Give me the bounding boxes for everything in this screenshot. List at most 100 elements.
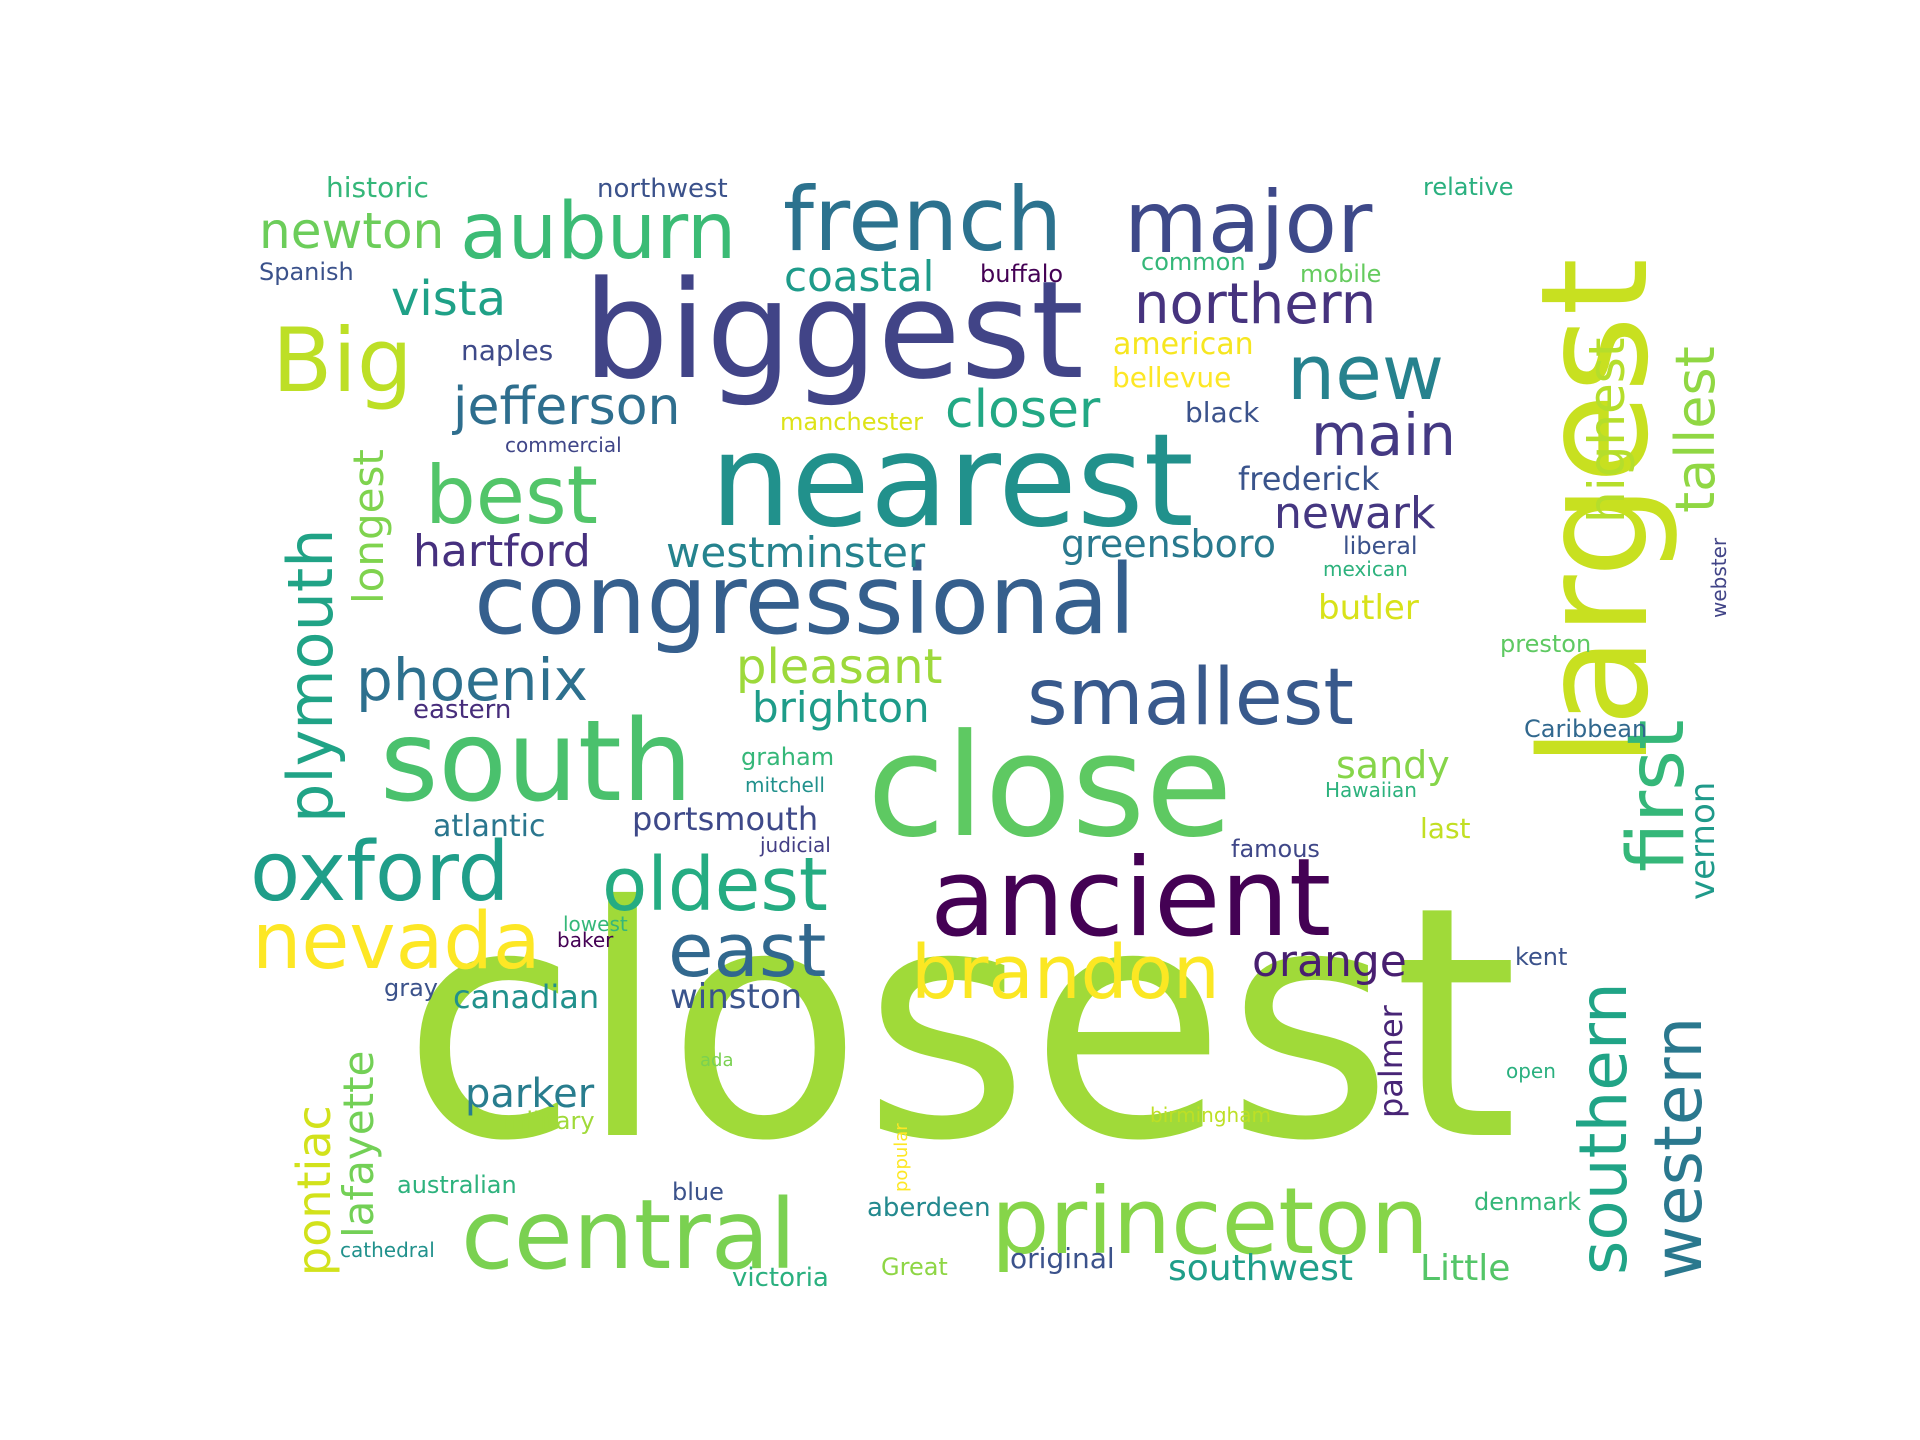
word-portsmouth: portsmouth [632,800,818,838]
word-new: new [1287,328,1444,417]
word-east: east [668,908,826,994]
word-military: military [503,1107,595,1135]
word-liberal: liberal [1343,532,1418,560]
word-vista: vista [391,271,506,327]
word-naples: naples [461,334,553,367]
word-famous: famous [1231,835,1320,863]
word-open: open [1506,1059,1556,1083]
word-plymouth: plymouth [274,529,347,824]
word-commercial: commercial [505,433,622,457]
word-pleasant: pleasant [736,639,942,695]
word-denmark: denmark [1474,1188,1581,1216]
word-congressional: congressional [474,544,1136,656]
word-southwest: southwest [1168,1248,1353,1289]
word-coastal: coastal [784,252,934,301]
word-lowest: lowest [563,912,628,936]
word-preston: preston [1500,630,1591,658]
word-original: original [1010,1242,1115,1275]
word-cathedral: cathedral [340,1238,435,1262]
word-newark: newark [1274,488,1436,539]
word-buffalo: buffalo [980,260,1063,288]
word-parker: parker [465,1071,595,1117]
word-last: last [1420,812,1471,845]
word-american: american [1113,327,1254,362]
word-palmer: palmer [1372,1004,1410,1118]
word-auburn: auburn [460,187,736,277]
word-butler: butler [1318,588,1419,628]
word-graham: graham [741,743,834,771]
word-kent: kent [1515,943,1567,971]
word-atlantic: atlantic [433,809,545,844]
word-mitchell: mitchell [745,773,825,797]
word-ada: ada [700,1050,734,1071]
word-hartford: hartford [413,526,591,577]
word-caribbean: Caribbean [1524,715,1647,743]
word-princeton: princeton [991,1168,1429,1275]
word-australian: australian [397,1171,517,1199]
word-northwest: northwest [597,174,728,204]
word-black: black [1185,396,1260,429]
word-highest: highest [1578,338,1636,523]
word-vernon: vernon [1683,782,1723,900]
word-winston: winston [670,977,802,1017]
word-ancient: ancient [930,836,1331,961]
word-victoria: victoria [732,1263,829,1293]
word-main: main [1311,401,1456,469]
word-tallest: tallest [1664,346,1727,513]
word-oxford: oxford [250,825,510,920]
word-bellevue: bellevue [1112,361,1231,394]
word-relative: relative [1423,173,1514,201]
word-major: major [1124,173,1373,273]
word-closer: closer [945,380,1101,440]
word-judicial: judicial [759,833,831,857]
word-birmingham: birmingham [1150,1103,1271,1127]
word-longest: longest [344,449,393,604]
word-manchester: manchester [780,408,923,436]
word-oldest: oldest [602,842,828,928]
word-brandon: brandon [911,930,1220,1016]
word-mobile: mobile [1300,260,1381,288]
word-closest: closest [402,839,1518,1211]
word-jefferson: jefferson [452,377,681,437]
word-southern: southern [1565,982,1642,1275]
word-lafayette: lafayette [334,1051,383,1238]
word-big: Big [272,309,413,412]
word-orange: orange [1252,936,1407,987]
word-pontiac: pontiac [287,1105,341,1276]
word-baker: baker [557,928,614,952]
word-northern: northern [1134,272,1376,337]
word-phoenix: phoenix [356,646,588,714]
word-brighton: brighton [752,683,930,732]
word-newton: newton [259,202,444,260]
word-westminster: westminster [666,528,926,577]
word-webster: webster [1707,537,1731,618]
word-little: Little [1420,1248,1510,1289]
word-western: western [1640,1017,1717,1280]
word-great: Great [881,1253,948,1281]
word-spanish: Spanish [259,258,354,286]
word-best: best [425,449,598,542]
word-largest: largest [1509,258,1681,768]
word-sandy: sandy [1336,743,1450,787]
word-common: common [1141,248,1246,276]
word-canadian: canadian [453,978,599,1016]
word-nevada: nevada [252,897,541,987]
word-frederick: frederick [1238,460,1380,498]
word-popular: popular [891,1123,912,1192]
word-first: first [1612,720,1702,872]
word-south: south [380,697,693,827]
word-aberdeen: aberdeen [867,1193,991,1223]
word-smallest: smallest [1027,653,1354,743]
word-mexican: mexican [1323,557,1408,581]
word-biggest: biggest [583,252,1084,409]
word-gray: gray [384,974,438,1002]
word-close: close [867,704,1233,869]
word-historic: historic [326,171,429,204]
word-eastern: eastern [413,695,511,725]
word-nearest: nearest [710,407,1194,556]
word-french: french [783,168,1062,271]
word-hawaiian: Hawaiian [1325,778,1417,802]
word-greensboro: greensboro [1061,522,1276,566]
word-blue: blue [672,1178,724,1206]
